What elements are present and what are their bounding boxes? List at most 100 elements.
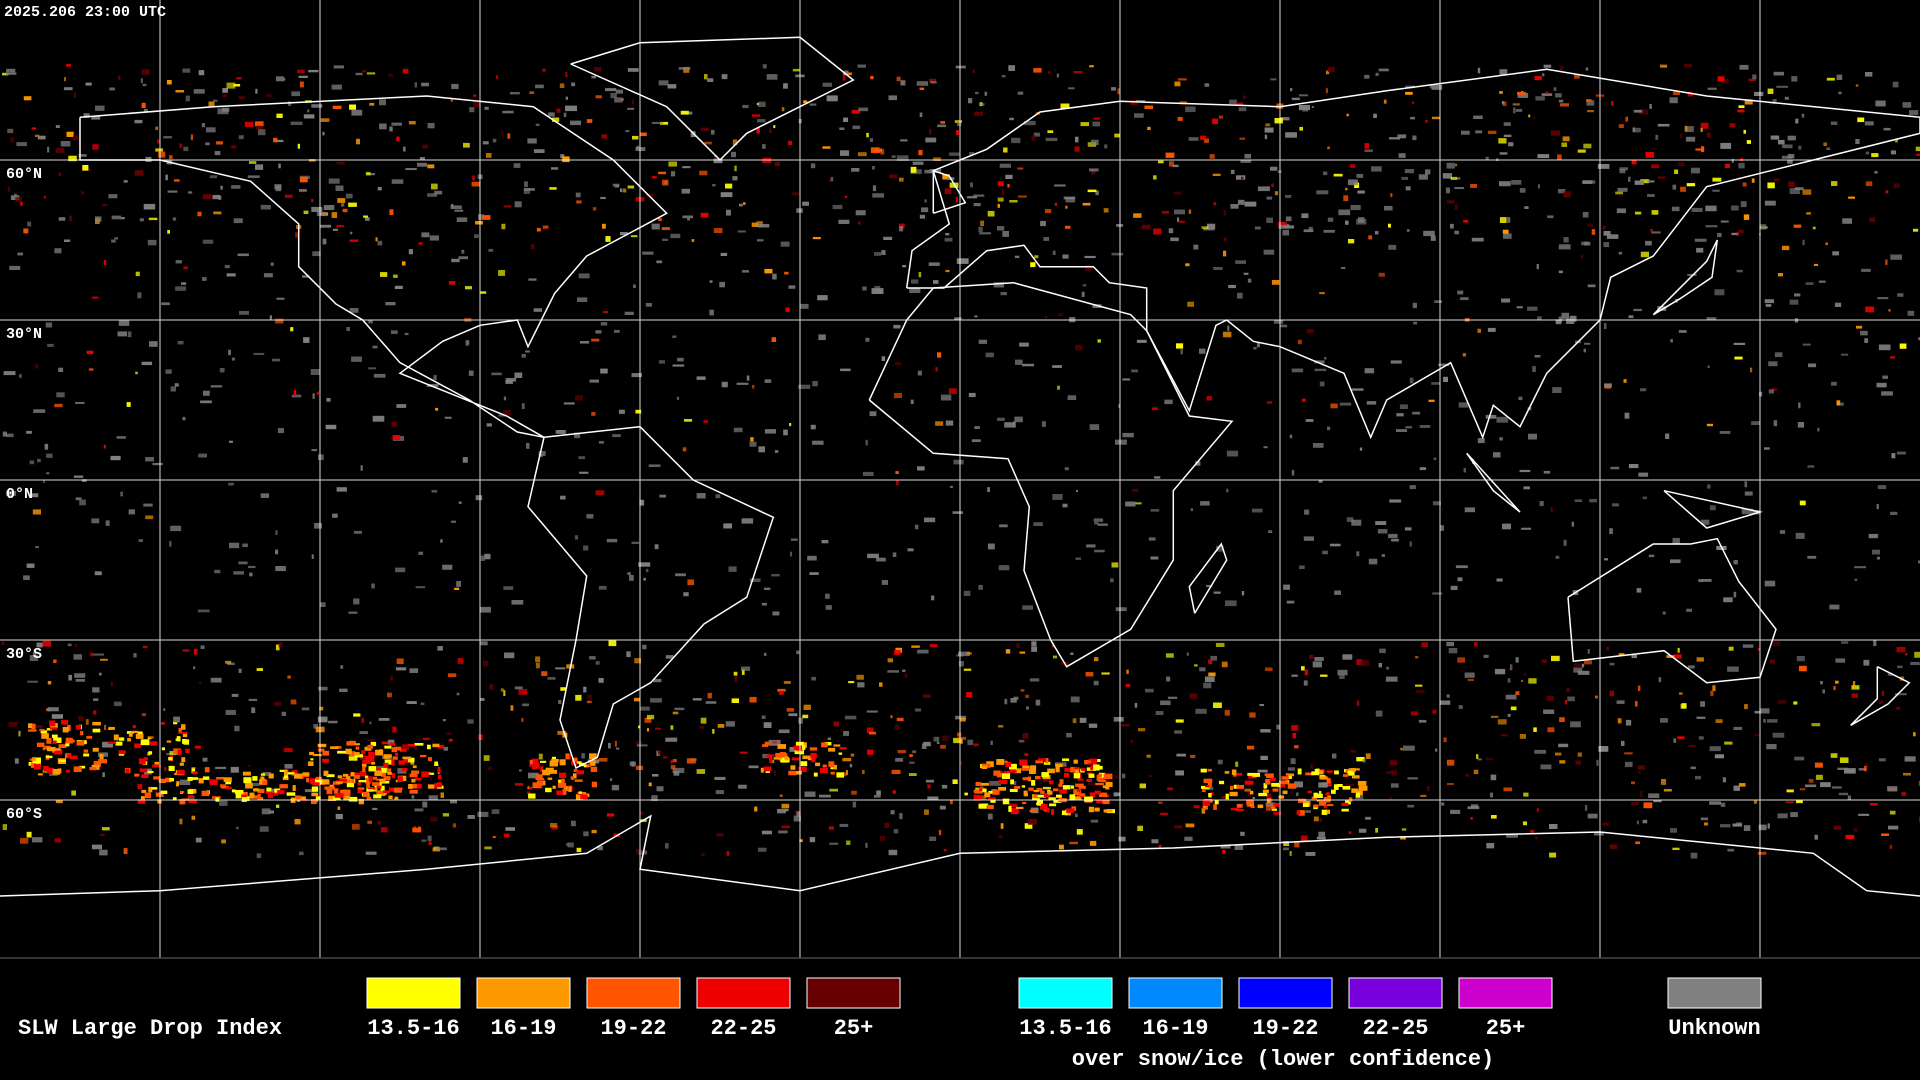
- cloud-pixel: [809, 747, 818, 751]
- cloud-pixel: [1795, 118, 1799, 124]
- cloud-pixel: [980, 782, 989, 786]
- cloud-pixel: [1298, 798, 1307, 803]
- cloud-pixel: [1118, 836, 1126, 842]
- cloud-pixel: [612, 183, 620, 187]
- cloud-pixel: [1089, 168, 1099, 172]
- cloud-pixel: [1636, 588, 1642, 593]
- cloud-pixel: [1688, 744, 1696, 748]
- cloud-pixel: [1463, 220, 1469, 223]
- cloud-pixel: [899, 813, 903, 820]
- cloud-pixel: [1503, 134, 1512, 137]
- cloud-pixel: [231, 789, 236, 793]
- cloud-pixel: [176, 781, 180, 785]
- cloud-pixel: [741, 270, 749, 273]
- cloud-pixel: [54, 748, 61, 751]
- cloud-pixel: [294, 773, 303, 779]
- cloud-pixel: [610, 92, 617, 99]
- cloud-pixel: [829, 788, 838, 792]
- cloud-pixel: [118, 320, 130, 326]
- cloud-pixel: [712, 184, 716, 187]
- cloud-pixel: [1768, 102, 1773, 105]
- cloud-pixel: [433, 375, 437, 381]
- cloud-pixel: [1435, 748, 1438, 752]
- cloud-pixel: [1651, 231, 1661, 234]
- cloud-pixel: [1575, 760, 1581, 765]
- cloud-pixel: [1357, 781, 1367, 786]
- cloud-pixel: [788, 770, 797, 776]
- cloud-pixel: [1848, 196, 1855, 199]
- cloud-pixel: [419, 157, 425, 160]
- cloud-pixel: [1337, 669, 1348, 676]
- cloud-pixel: [800, 761, 808, 767]
- cloud-pixel: [34, 725, 43, 729]
- cloud-pixel: [1221, 796, 1227, 799]
- cloud-pixel: [427, 835, 432, 841]
- cloud-pixel: [1549, 852, 1557, 858]
- cloud-pixel: [1878, 344, 1891, 351]
- cloud-pixel: [491, 809, 500, 814]
- cloud-pixel: [1061, 810, 1068, 816]
- cloud-pixel: [190, 134, 193, 141]
- cloud-pixel: [1301, 666, 1305, 671]
- cloud-pixel: [845, 770, 848, 776]
- cloud-pixel: [173, 748, 181, 754]
- legend-swatch: [476, 977, 571, 1009]
- cloud-pixel: [1345, 220, 1349, 225]
- cloud-pixel: [514, 201, 522, 208]
- cloud-pixel: [1555, 319, 1562, 325]
- cloud-pixel: [556, 790, 564, 795]
- cloud-pixel: [1691, 207, 1703, 212]
- cloud-pixel: [1287, 783, 1297, 789]
- cloud-pixel: [798, 766, 807, 772]
- cloud-pixel: [559, 83, 565, 88]
- cloud-pixel: [1053, 800, 1062, 803]
- cloud-pixel: [583, 545, 589, 551]
- latitude-label: 30°N: [6, 326, 42, 343]
- cloud-pixel: [1019, 759, 1028, 766]
- cloud-pixel: [1609, 844, 1618, 849]
- cloud-pixel: [1457, 657, 1465, 663]
- cloud-pixel: [1025, 694, 1029, 698]
- cloud-pixel: [438, 744, 445, 749]
- cloud-pixel: [414, 777, 422, 781]
- cloud-pixel: [811, 676, 817, 681]
- cloud-pixel: [293, 390, 297, 396]
- cloud-pixel: [277, 790, 285, 795]
- cloud-pixel: [200, 400, 212, 404]
- cloud-pixel: [1485, 757, 1494, 761]
- cloud-pixel: [654, 544, 659, 550]
- cloud-pixel: [1742, 644, 1754, 648]
- cloud-pixel: [739, 203, 743, 207]
- cloud-pixel: [471, 181, 481, 187]
- cloud-pixel: [1832, 251, 1839, 256]
- cloud-pixel: [448, 281, 456, 285]
- cloud-pixel: [1084, 255, 1096, 259]
- cloud-pixel: [1558, 743, 1569, 748]
- cloud-pixel: [401, 261, 406, 266]
- cloud-pixel: [403, 146, 406, 152]
- cloud-pixel: [1560, 66, 1564, 71]
- cloud-pixel: [111, 239, 116, 243]
- cloud-pixel: [414, 746, 418, 750]
- cloud-pixel: [51, 734, 58, 738]
- cloud-pixel: [331, 212, 338, 218]
- cloud-pixel: [1279, 117, 1290, 121]
- cloud-pixel: [1407, 777, 1418, 780]
- cloud-pixel: [391, 773, 396, 779]
- cloud-pixel: [1294, 781, 1303, 788]
- cloud-pixel: [275, 549, 279, 555]
- cloud-pixel: [1632, 127, 1635, 133]
- cloud-pixel: [51, 714, 63, 719]
- cloud-pixel: [1326, 70, 1330, 75]
- cloud-pixel: [1586, 99, 1592, 102]
- cloud-pixel: [642, 251, 654, 255]
- cloud-pixel: [1496, 416, 1509, 423]
- cloud-pixel: [1549, 824, 1558, 829]
- cloud-pixel: [640, 706, 650, 711]
- cloud-pixel: [503, 205, 512, 208]
- cloud-pixel: [482, 141, 489, 145]
- cloud-pixel: [1057, 313, 1064, 316]
- cloud-pixel: [1230, 204, 1239, 209]
- cloud-pixel: [1079, 793, 1085, 797]
- cloud-pixel: [1364, 74, 1370, 79]
